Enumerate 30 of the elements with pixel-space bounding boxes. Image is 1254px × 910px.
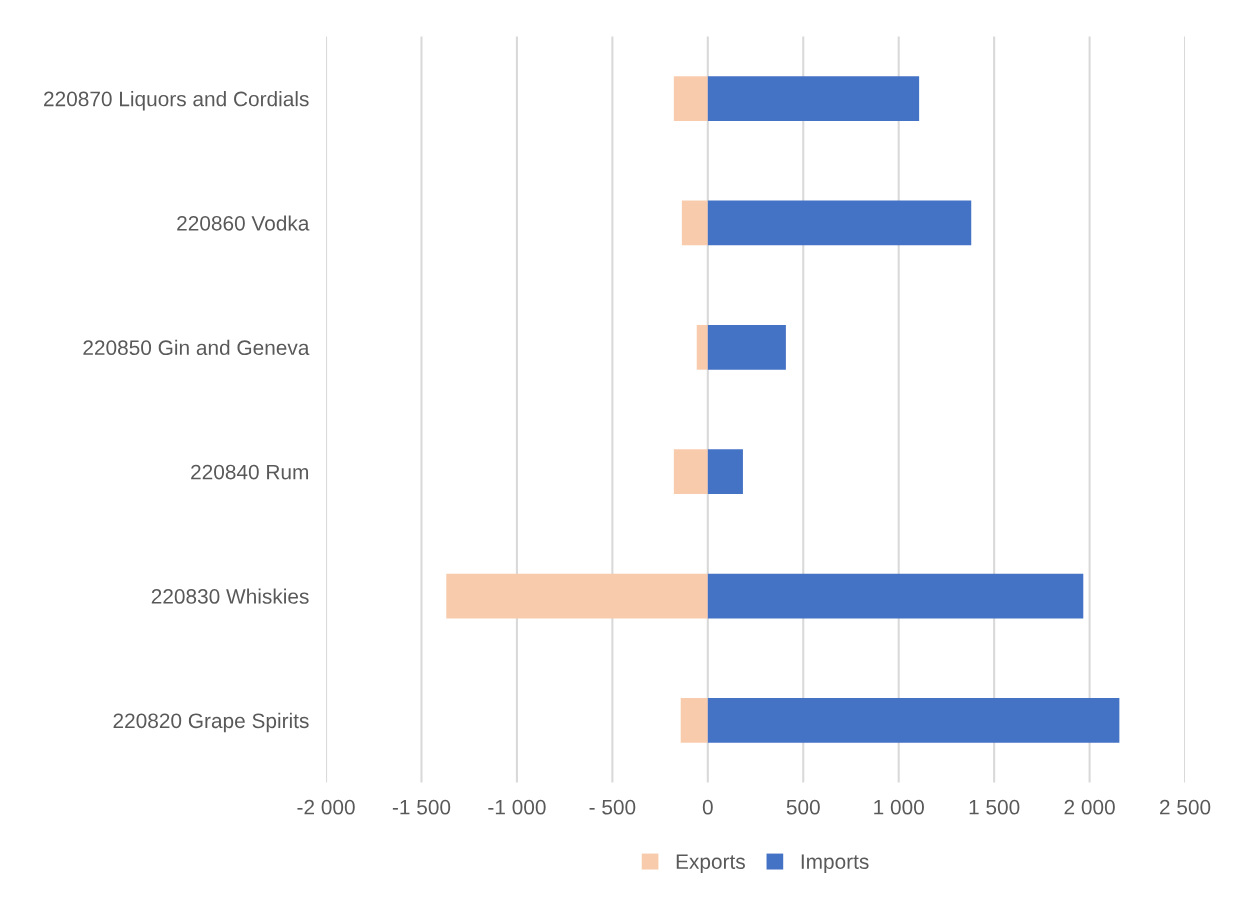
x-tick-label: 1 000 [874,799,924,815]
bar [681,200,708,246]
x-tick-label: 2 000 [1064,799,1115,815]
bar [446,573,708,619]
x-tick-label: -2 000 [297,799,355,815]
y-tick-label: 220830 Whiskies [151,588,309,604]
bar [707,76,920,121]
x-tick-label: 1 500 [969,799,1020,815]
bar [673,76,708,121]
y-tick-label: 220860 Vodka [177,215,310,231]
bar [707,698,1120,743]
bar [707,573,1084,619]
legend-label: Exports [676,854,745,874]
x-tick-label: -1 000 [488,799,546,815]
y-tick-label: 220870 Liquors and Cordials [44,91,309,111]
x-tick-label: 2 500 [1160,799,1211,815]
y-tick-label: 220850 Gin and Geneva [83,339,310,356]
bar [707,449,743,495]
x-tick-label: -1 500 [392,799,451,815]
bar [707,200,972,246]
bar [707,324,786,370]
x-tick-label: 0 [702,799,713,815]
x-tick-label: - 500 [589,799,636,815]
bar [673,449,708,495]
legend-label: Imports [801,854,869,874]
bar [680,698,708,743]
bar [696,324,708,370]
x-tick-label: 500 [786,799,820,815]
y-tick-label: 220840 Rum [191,464,309,480]
y-tick-label: 220820 Grape Spirits [113,712,309,733]
